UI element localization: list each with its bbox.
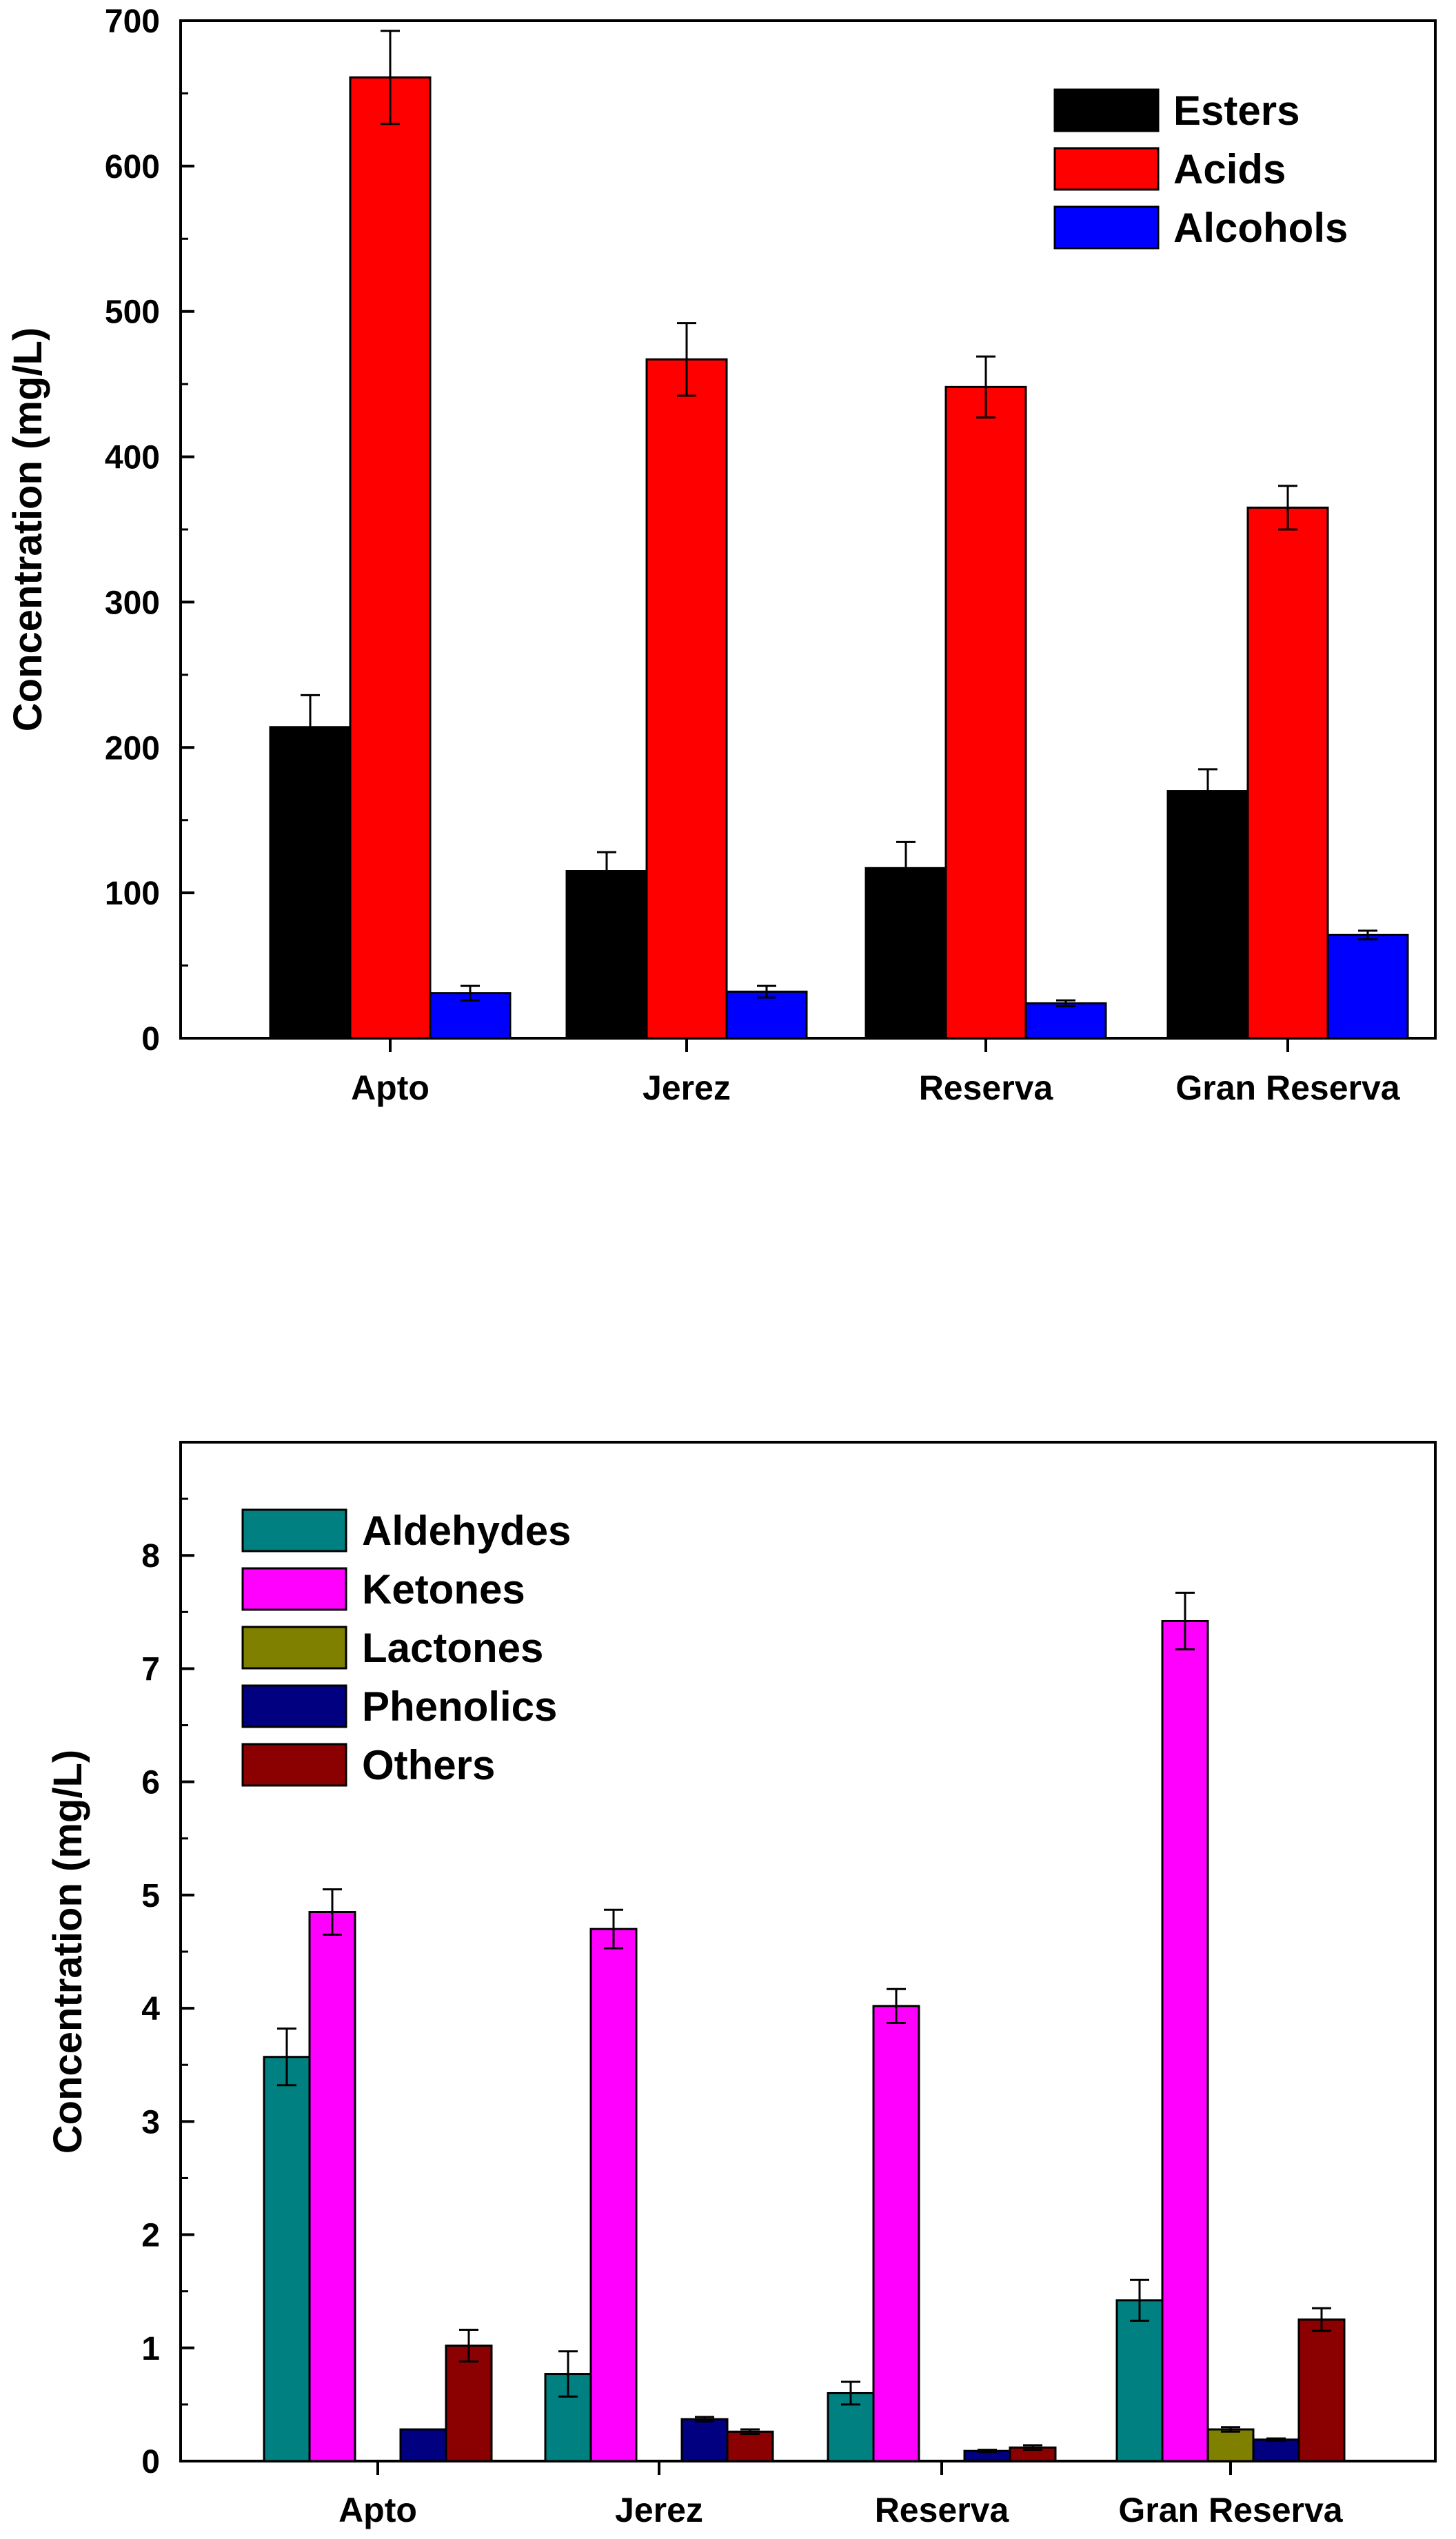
y-tick-label: 2 [141, 2218, 160, 2254]
y-tick-label: 400 [105, 440, 160, 476]
bar-phenolics-apto [399, 2428, 447, 2462]
bar-acids-jerez [645, 358, 728, 1040]
legend-label-acids: Acids [1173, 146, 1286, 192]
bar-esters-apto [269, 726, 352, 1040]
x-tick-label-gran-reserva: Gran Reserva [1118, 2491, 1343, 2529]
bar-phenolics-jerez [680, 2418, 729, 2462]
bar-aldehydes-gran-reserva [1115, 2299, 1164, 2462]
y-tick-label: 0 [141, 1021, 160, 1058]
bar-acids-reserva [944, 385, 1027, 1040]
y-tick-label: 7 [141, 1651, 160, 1688]
x-tick-label-jerez: Jerez [615, 2491, 703, 2529]
y-tick-label: 1 [141, 2331, 160, 2367]
x-tick-label-apto: Apto [351, 1069, 429, 1107]
y-tick-label: 200 [105, 730, 160, 767]
y-tick-label: 3 [141, 2104, 160, 2141]
y-tick-label: 500 [105, 294, 160, 331]
y-tick-label: 700 [105, 3, 160, 40]
bar-others-apto [445, 2344, 493, 2462]
chart-volatile-major: 0 100 200 300 400 500 600 700 Concentration (mg/… [6, 3, 1437, 1107]
bar-acids-apto [349, 76, 432, 1040]
y-tick-label: 0 [141, 2444, 160, 2480]
bar-acids-gran-reserva [1246, 506, 1329, 1040]
bar-ketones-jerez [589, 1928, 638, 2462]
bar-ketones-apto [308, 1911, 356, 2462]
y-tick-label: 600 [105, 149, 160, 185]
y-tick-label: 8 [141, 1538, 160, 1575]
legend-label-aldehydes: Aldehydes [362, 1508, 571, 1554]
legend-swatch-ketones [241, 1567, 347, 1611]
x-tick-label-reserva: Reserva [875, 2491, 1010, 2529]
y-tick-label: 300 [105, 585, 160, 621]
legend-swatch-others [241, 1743, 347, 1787]
y-tick-label: 4 [141, 1991, 160, 2027]
legend: Esters Acids Alcohols [1053, 88, 1348, 251]
legend-swatch-alcohols [1053, 205, 1160, 250]
chart-volatile-minor: 0 1 2 3 4 5 6 7 8 Concentration (mg/L) Apto Jerez Re… [46, 1441, 1437, 2529]
y-tick-label: 6 [141, 1765, 160, 1801]
bar-others-gran-reserva [1297, 2318, 1346, 2462]
legend-label-phenolics: Phenolics [362, 1683, 557, 1730]
legend-swatch-aldehydes [241, 1508, 347, 1552]
bar-esters-gran-reserva [1166, 790, 1249, 1040]
bar-others-jerez [726, 2430, 774, 2462]
bar-ketones-reserva [872, 2005, 920, 2462]
bar-alcohols-reserva [1024, 1002, 1107, 1040]
bar-alcohols-jerez [725, 991, 808, 1040]
legend: Aldehydes Ketones Lactones Phenolics Others [241, 1508, 571, 1788]
legend-swatch-esters [1053, 88, 1160, 132]
legend-swatch-acids [1053, 147, 1160, 191]
bar-alcohols-gran-reserva [1326, 933, 1409, 1040]
legend-label-lactones: Lactones [362, 1625, 543, 1671]
bar-esters-jerez [565, 870, 648, 1040]
bar-esters-reserva [865, 867, 947, 1040]
bar-lactones-gran-reserva [1206, 2428, 1255, 2462]
legend-swatch-lactones [241, 1626, 347, 1670]
legend-label-esters: Esters [1173, 88, 1300, 134]
x-tick-label-gran-reserva: Gran Reserva [1175, 1069, 1400, 1107]
y-tick-label: 5 [141, 1878, 160, 1914]
x-tick-label-reserva: Reserva [919, 1069, 1054, 1107]
y-axis-title: Concentration (mg/L) [6, 327, 50, 731]
legend-label-ketones: Ketones [362, 1566, 525, 1612]
legend-label-others: Others [362, 1742, 495, 1788]
bar-phenolics-gran-reserva [1252, 2438, 1300, 2462]
legend-label-alcohols: Alcohols [1173, 205, 1348, 251]
y-tick-label: 100 [105, 876, 160, 912]
y-axis-title: Concentration (mg/L) [46, 1750, 90, 2154]
bar-aldehydes-apto [263, 2056, 311, 2462]
x-tick-label-jerez: Jerez [643, 1069, 731, 1107]
legend-swatch-phenolics [241, 1684, 347, 1728]
bar-ketones-gran-reserva [1161, 1619, 1209, 2462]
x-tick-label-apto: Apto [338, 2491, 417, 2529]
